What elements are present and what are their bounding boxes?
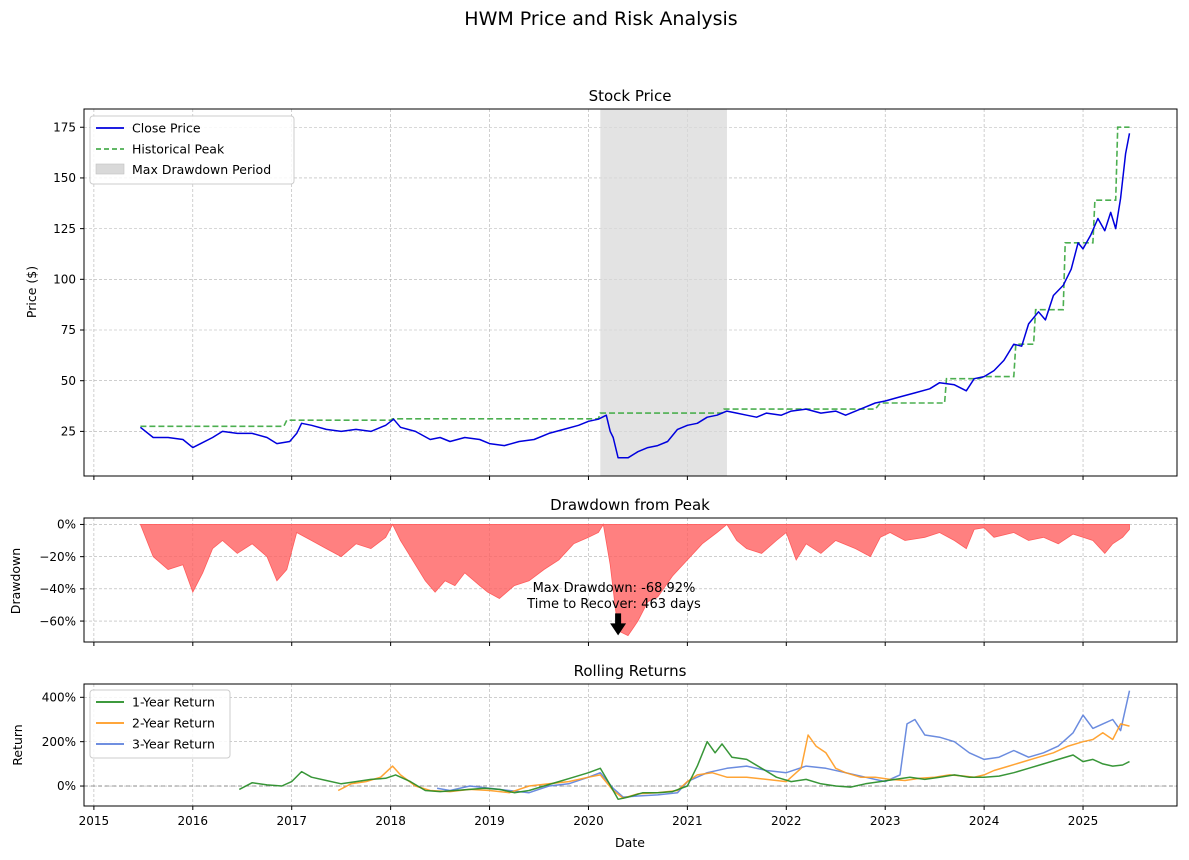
returns-panel-title: Rolling Returns: [574, 662, 687, 680]
y-tick-label-p3-0: 0%: [57, 779, 76, 793]
x-tick-label-2024: 2024: [969, 814, 1000, 828]
price-series: [139, 126, 1131, 459]
x-tick-label-2017: 2017: [276, 814, 307, 828]
y-tick-label-p2-0: 0%: [57, 518, 76, 532]
x-tick-label-2016: 2016: [178, 814, 209, 828]
returns-legend: 1-Year Return 2-Year Return 3-Year Retur…: [89, 689, 231, 759]
x-tick-label-2023: 2023: [870, 814, 901, 828]
y-tick-label-p2-2: −40%: [39, 582, 76, 596]
price-legend: Close Price Historical Peak Max Drawdown…: [89, 115, 295, 185]
drawdown-area: [139, 523, 1130, 637]
drawdown-panel-title: Drawdown from Peak: [550, 496, 710, 514]
figure-title: HWM Price and Risk Analysis: [464, 8, 737, 30]
price-y-ticks: 25 50 75 100 125 150 175: [53, 120, 84, 439]
returns-grid: [84, 684, 1177, 806]
legend-historical-peak: Historical Peak: [132, 142, 225, 157]
historical-peak-line: [140, 126, 1130, 428]
price-panel: 25 50 75 100 125 150 175 Stock Price Price ($)…: [24, 87, 1178, 480]
y-tick-label-p1-2: 75: [61, 323, 76, 337]
returns-axes-frame: [83, 683, 1178, 807]
y-tick-label-p1-3: 100: [53, 273, 76, 287]
x-axis-label: Date: [615, 835, 645, 850]
three-year-return-line: [436, 690, 1131, 798]
legend-max-drawdown-swatch: [95, 163, 125, 175]
y-tick-label-p1-5: 150: [53, 171, 76, 185]
legend-3-year-return: 3-Year Return: [132, 737, 215, 752]
x-tick-label-2019: 2019: [474, 814, 505, 828]
legend-close-price: Close Price: [132, 121, 201, 136]
x-tick-label-2018: 2018: [375, 814, 406, 828]
one-year-return-line: [238, 740, 1130, 801]
returns-panel: 0%200%400% 2015 2016 2017 2018 2019 2020 2021 2…: [10, 662, 1178, 850]
max-drawdown-period-shade: [600, 109, 727, 476]
returns-legend-box: [89, 689, 231, 759]
returns-y-ticks: 0% 200% 400%: [42, 691, 84, 793]
returns-x-ticks: 2015 2016 2017 2018 2019 2020 2021 2022 2023 2024…: [79, 806, 1099, 828]
price-axes-frame: [83, 108, 1178, 477]
legend-2-year-return: 2-Year Return: [132, 716, 215, 731]
price-legend-box: [89, 115, 295, 185]
returns-series: [238, 690, 1131, 801]
y-tick-label-p1-1: 50: [61, 374, 76, 388]
y-tick-label-p1-0: 25: [61, 425, 76, 439]
drawdown-series: [139, 523, 1130, 637]
drawdown-y-ticks: 0% −20% −40% −60%: [39, 518, 84, 628]
y-tick-label-p1-6: 175: [53, 120, 76, 134]
annotation-max-drawdown: Max Drawdown: -68.92%: [533, 581, 696, 596]
annotation-arrow: [610, 613, 627, 636]
price-panel-title: Stock Price: [589, 87, 672, 105]
y-tick-label-p2-1: −20%: [39, 550, 76, 564]
y-tick-label-p3-2: 400%: [42, 691, 76, 705]
x-tick-label-2020: 2020: [573, 814, 604, 828]
close-price-line: [139, 133, 1131, 459]
drawdown-panel: 0% −20% −40% −60% Drawdown from Peak Drawdo…: [8, 496, 1178, 646]
max-drawdown-annotation: Max Drawdown: -68.92% Time to Recover: 4…: [526, 581, 701, 636]
two-year-return-line: [337, 723, 1130, 799]
y-tick-label-p3-1: 200%: [42, 735, 76, 749]
legend-max-drawdown-period: Max Drawdown Period: [132, 162, 271, 177]
price-y-label: Price ($): [24, 266, 39, 318]
y-tick-label-p2-3: −60%: [39, 614, 76, 628]
x-tick-label-2021: 2021: [672, 814, 703, 828]
drawdown-y-label: Drawdown: [8, 548, 23, 614]
x-tick-label-2022: 2022: [771, 814, 802, 828]
annotation-time-to-recover: Time to Recover: 463 days: [526, 597, 701, 612]
x-tick-label-2015: 2015: [79, 814, 110, 828]
price-x-ticks: [93, 476, 1084, 480]
y-tick-label-p1-4: 125: [53, 222, 76, 236]
drawdown-axes-frame: [83, 517, 1178, 643]
legend-1-year-return: 1-Year Return: [132, 695, 215, 710]
drawdown-x-ticks: [93, 642, 1084, 646]
returns-y-label: Return: [10, 724, 25, 765]
x-tick-label-2025: 2025: [1068, 814, 1099, 828]
